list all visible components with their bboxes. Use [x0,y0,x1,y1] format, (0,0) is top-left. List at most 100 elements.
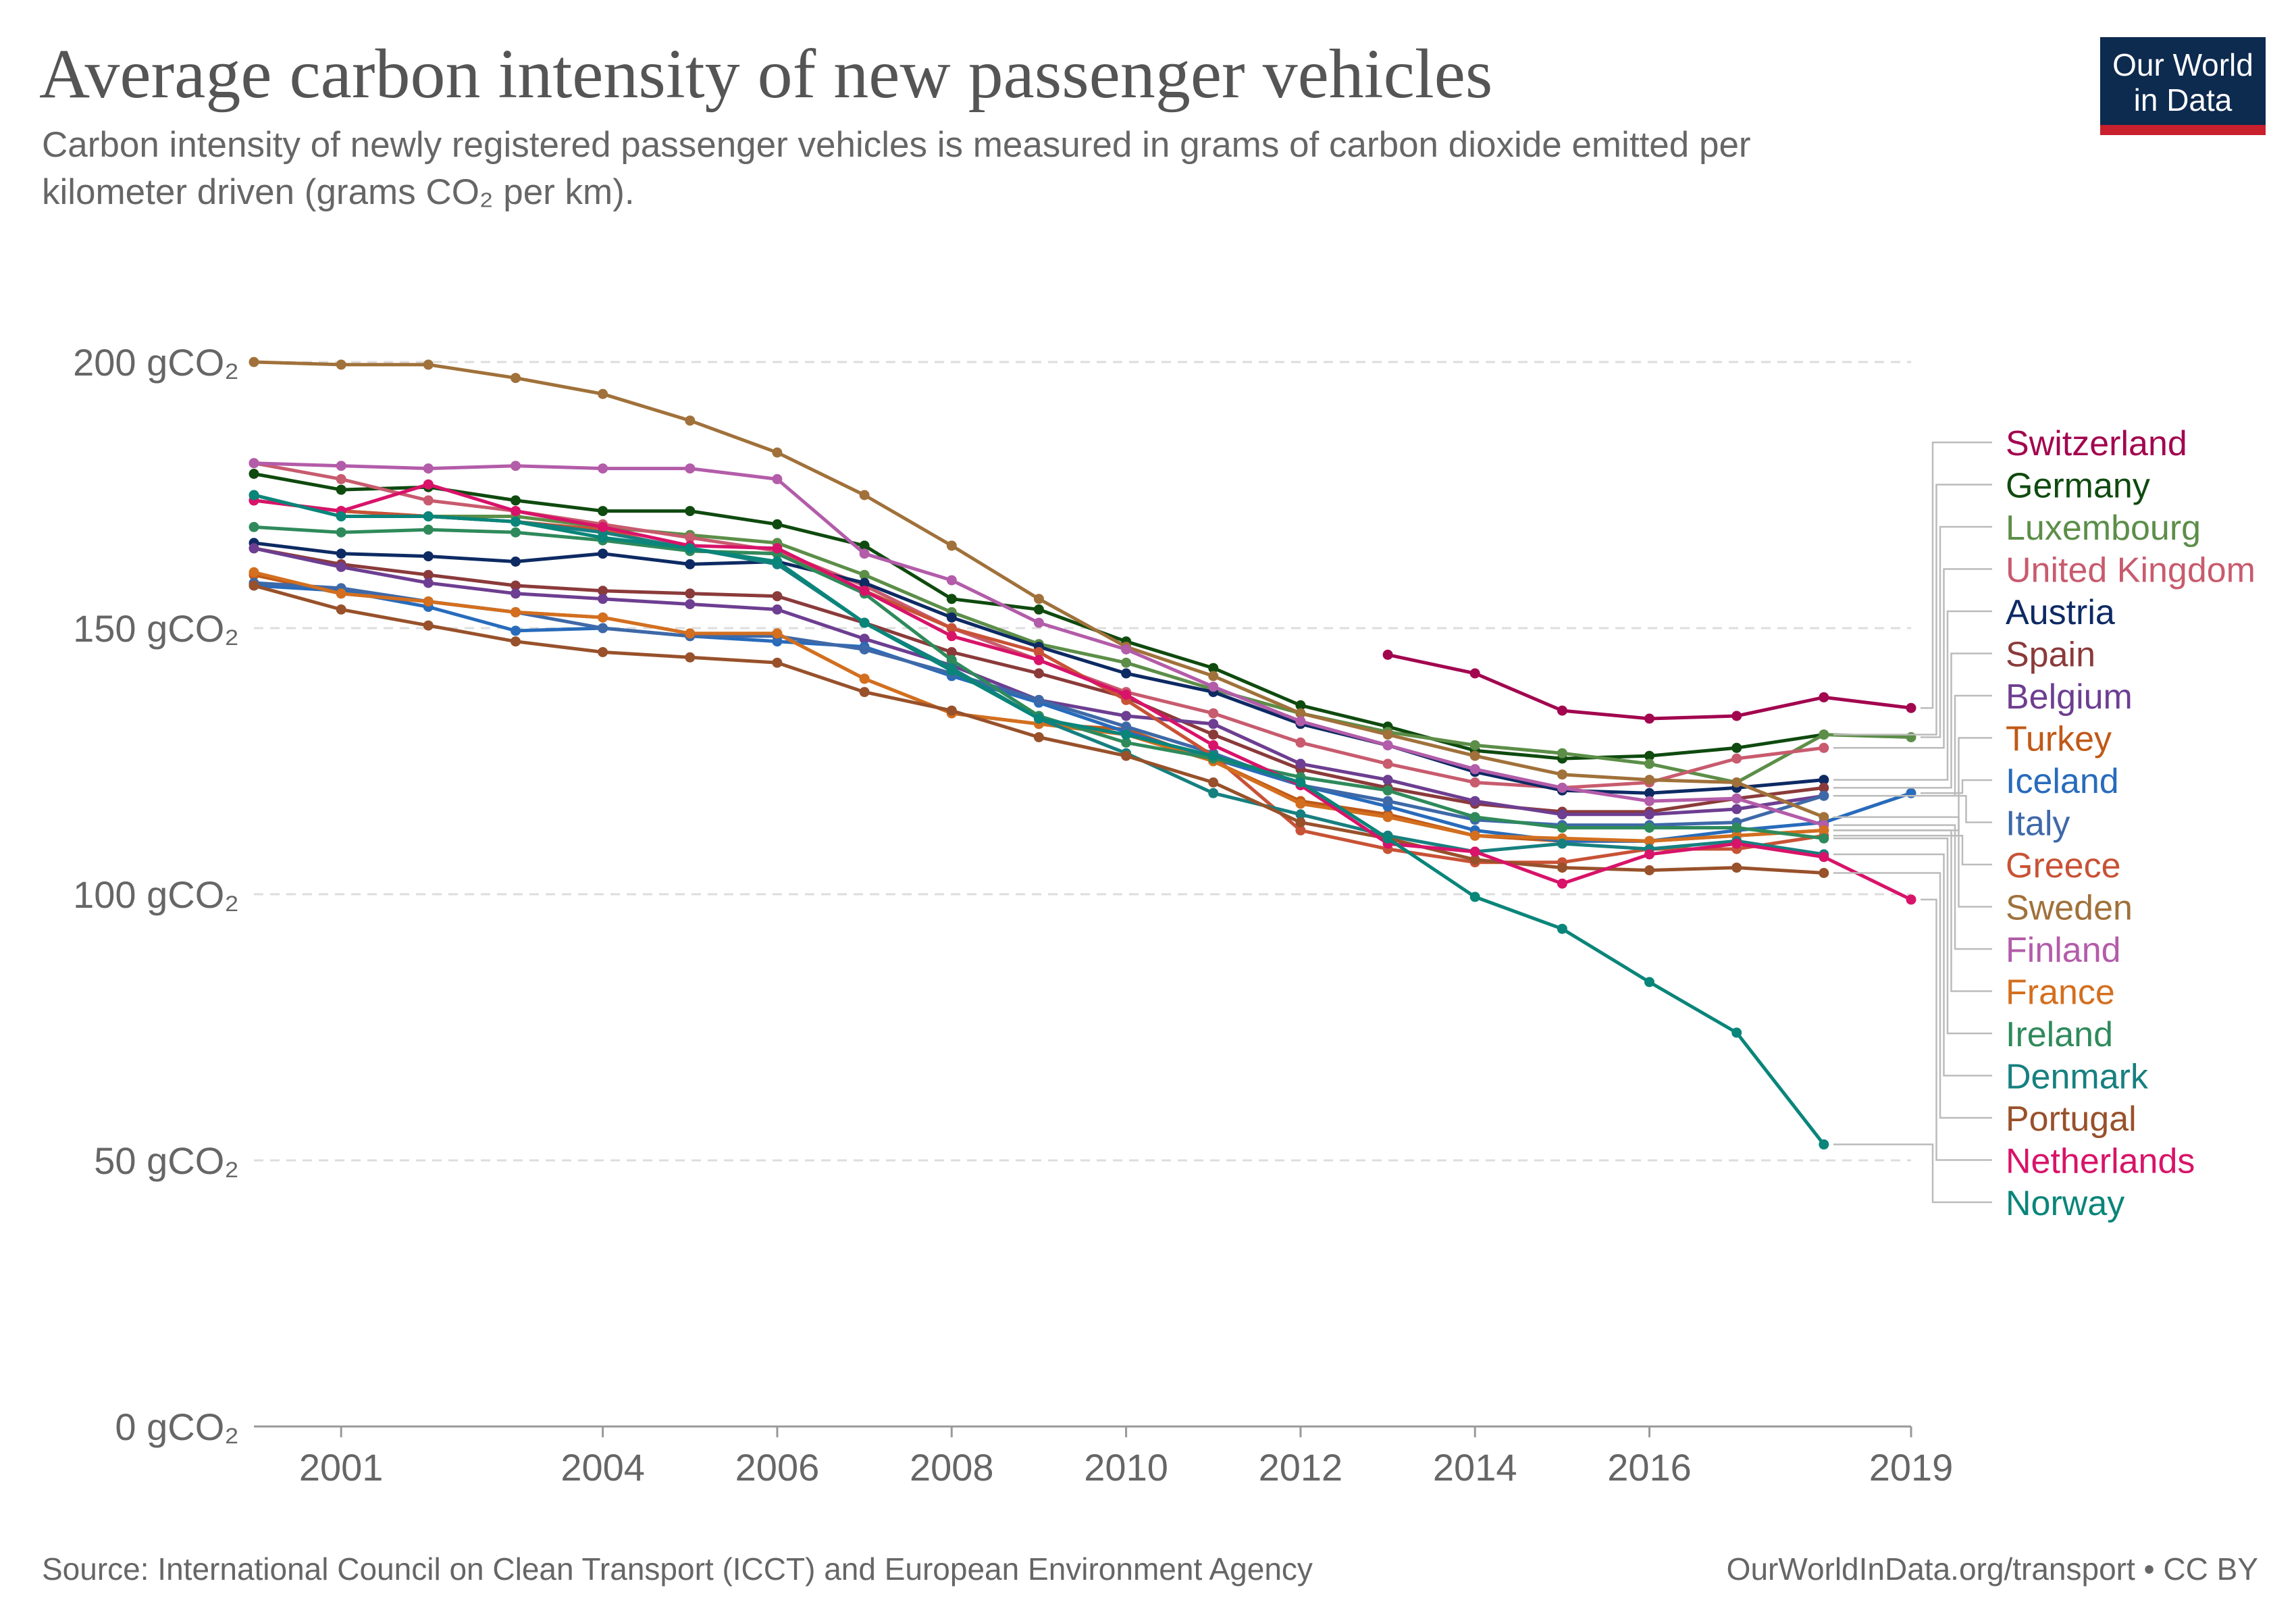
data-point [1208,719,1219,729]
y-tick-label: 150 gCO₂ [73,607,239,650]
data-point [1644,796,1654,806]
license-link[interactable]: OurWorldInData.org/transport • CC BY [1726,1551,2258,1587]
series-sweden[interactable] [249,357,1829,823]
data-point [1906,702,1916,713]
data-point [772,604,783,615]
logo-line-2: in Data [2133,82,2233,118]
data-point [1557,923,1567,934]
data-point [1208,750,1219,761]
x-tick-label: 2001 [299,1446,384,1489]
data-point [1469,830,1480,841]
legend-connector [1921,779,1992,794]
legend-label[interactable]: Turkey [2006,720,2112,759]
series-switzerland[interactable] [1382,649,1916,724]
series-portugal[interactable] [249,580,1829,879]
data-point [1208,740,1219,750]
series-finland[interactable] [249,458,1829,831]
data-point [772,557,783,567]
data-point [685,415,696,426]
legend-label[interactable]: Finland [2006,931,2121,970]
legend-label[interactable]: Luxembourg [2006,509,2201,548]
y-tick-label: 50 gCO₂ [94,1139,239,1182]
data-point [1033,694,1044,705]
legend-connector [1921,441,1992,709]
data-point [1469,777,1480,788]
subtitle-line-1: Carbon intensity of newly registered pas… [42,125,1751,165]
series-france[interactable] [249,567,1829,846]
data-point [1731,863,1742,873]
data-point [336,359,346,370]
data-point [1295,700,1306,711]
data-point [1033,594,1044,604]
data-point [1731,1027,1742,1038]
legend-label[interactable]: Ireland [2006,1015,2113,1054]
y-tick-label: 0 gCO₂ [115,1406,239,1448]
data-point [1819,1139,1829,1150]
data-point [1469,892,1480,902]
series-line [253,546,1825,814]
chart-subtitle: Carbon intensity of newly registered pas… [42,122,1966,216]
series-netherlands[interactable] [249,479,1916,905]
data-point [598,521,608,532]
data-point [1469,846,1480,857]
data-point [859,617,870,628]
data-point [772,591,783,602]
data-point [1819,729,1829,740]
legend-label[interactable]: Belgium [2006,677,2133,717]
data-point [859,673,870,684]
data-point [1819,825,1829,835]
x-tick-label: 2006 [735,1446,820,1489]
legend-connector [1833,610,1992,781]
legend-label[interactable]: Norway [2006,1184,2124,1223]
x-tick-label: 2010 [1084,1446,1168,1489]
data-point [336,561,346,572]
data-point [249,490,259,500]
data-point [946,665,957,676]
data-point [1033,668,1044,679]
legend-label[interactable]: Iceland [2006,762,2119,801]
subtitle-line-2: kilometer driven (grams CO₂ per km). [42,172,635,212]
data-point [859,569,870,580]
data-point [946,594,957,604]
logo-line-1: Our World [2112,47,2253,82]
legend-label[interactable]: Germany [2006,467,2150,506]
legend-label[interactable]: Spain [2006,636,2095,675]
legend-label[interactable]: Switzerland [2006,424,2187,463]
series-belgium[interactable] [249,543,1829,820]
data-point [249,458,259,469]
data-point [1382,758,1393,769]
data-point [249,521,259,532]
legend-label[interactable]: France [2006,973,2115,1012]
legend-label[interactable]: Portugal [2006,1100,2137,1139]
data-point [249,357,259,367]
data-point [249,469,259,479]
owid-logo[interactable]: Our World in Data [2100,37,2266,135]
legend-connector [1921,898,1992,1161]
series-ireland[interactable] [249,521,1829,844]
data-point [336,548,346,559]
legend-label[interactable]: Italy [2006,804,2070,844]
data-point [685,543,696,554]
gridlines [254,361,1911,1162]
source-note: Source: International Council on Clean T… [42,1551,1313,1587]
data-point [1382,740,1393,750]
data-point [336,473,346,484]
legend-connector [1833,872,1992,1119]
legend-connector [1833,838,1992,1035]
data-point [772,543,783,554]
series-line [253,498,1825,865]
legend-label[interactable]: Denmark [2006,1058,2149,1097]
series-norway[interactable] [249,490,1829,1150]
data-point [1121,750,1132,761]
legend-label[interactable]: Austria [2006,593,2115,632]
data-point [685,652,696,663]
legend-label[interactable]: Greece [2006,846,2121,885]
data-point [336,511,346,521]
legend-label[interactable]: United Kingdom [2006,551,2255,590]
series-line [253,573,1824,843]
legend-label[interactable]: Sweden [2006,889,2133,928]
legend-label[interactable]: Netherlands [2006,1142,2195,1181]
data-point [1644,977,1654,987]
data-point [1121,690,1132,700]
series-luxembourg[interactable] [249,495,1916,788]
